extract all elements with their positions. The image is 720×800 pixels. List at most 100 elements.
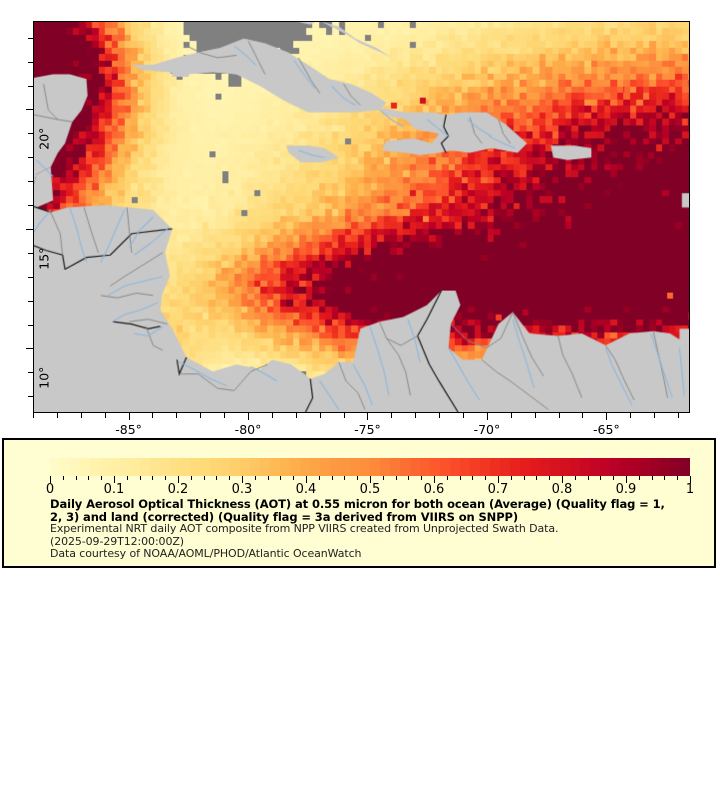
colorbar-tick — [511, 476, 512, 480]
map-figure: -85° -80° -75° -70° -65° 20° 15° 10° — [26, 21, 690, 437]
colorbar-tick — [242, 476, 243, 483]
y-tick — [28, 372, 33, 374]
colorbar-tick — [319, 476, 320, 480]
colorbar-tick — [485, 476, 486, 480]
y-tick-label: 20° — [36, 128, 52, 151]
legend-text-block: Daily Aerosol Optical Thickness (AOT) at… — [50, 498, 698, 561]
colorbar-tick — [626, 476, 627, 483]
y-tick — [28, 252, 33, 254]
legend-subtitle-line-3: Data courtesy of NOAA/AOML/PHOD/Atlantic… — [50, 547, 362, 560]
colorbar-tick — [178, 476, 179, 483]
y-tick — [28, 133, 33, 135]
colorbar-tick — [204, 476, 205, 480]
x-tick — [678, 413, 680, 418]
legend-title-line-1: Daily Aerosol Optical Thickness (AOT) at… — [50, 497, 665, 511]
x-tick — [391, 413, 393, 418]
y-tick — [28, 37, 33, 39]
colorbar-tick — [344, 476, 345, 480]
colorbar-tick — [677, 476, 678, 480]
y-tick — [28, 205, 33, 207]
x-tick — [80, 413, 82, 418]
colorbar-tick — [140, 476, 141, 480]
x-tick — [248, 413, 250, 420]
x-tick — [271, 413, 273, 418]
colorbar-tick — [639, 476, 640, 480]
colorbar-tick — [50, 476, 51, 483]
colorbar-tick — [76, 476, 77, 480]
colorbar-tick — [101, 476, 102, 480]
y-tick — [28, 181, 33, 183]
colorbar-tick-label: 0.2 — [167, 482, 189, 497]
colorbar-tick — [293, 476, 294, 480]
x-tick — [558, 413, 560, 418]
x-tick — [654, 413, 656, 418]
colorbar-tick-label: 0.8 — [551, 482, 573, 497]
x-tick — [463, 413, 465, 418]
x-tick — [606, 413, 608, 420]
colorbar-tick — [332, 476, 333, 480]
x-tick — [128, 413, 130, 420]
colorbar-tick — [88, 476, 89, 480]
colorbar-tick — [575, 476, 576, 480]
colorbar[interactable] — [50, 458, 690, 476]
x-tick-label: -85° — [115, 422, 142, 437]
x-tick — [534, 413, 536, 418]
colorbar-gradient — [50, 458, 690, 476]
y-tick — [28, 396, 33, 398]
colorbar-tick — [255, 476, 256, 480]
colorbar-tick — [191, 476, 192, 480]
colorbar-tick — [370, 476, 371, 483]
x-tick — [200, 413, 202, 418]
y-tick — [28, 324, 33, 326]
x-tick — [630, 413, 632, 418]
colorbar-tick — [63, 476, 64, 480]
y-tick — [28, 61, 33, 63]
colorbar-tick — [472, 476, 473, 480]
x-tick — [104, 413, 106, 418]
y-tick — [28, 276, 33, 278]
x-tick — [33, 413, 34, 418]
colorbar-tick — [460, 476, 461, 480]
colorbar-tick — [588, 476, 589, 480]
colorbar-tick-label: 0.7 — [487, 482, 509, 497]
x-tick — [582, 413, 584, 418]
x-tick — [343, 413, 345, 418]
y-tick-label: 15° — [36, 247, 52, 270]
colorbar-tick-label: 0.3 — [231, 482, 253, 497]
colorbar-tick — [383, 476, 384, 480]
colorbar-tick — [280, 476, 281, 480]
colorbar-tick — [306, 476, 307, 483]
colorbar-tick — [165, 476, 166, 480]
map-plot-area[interactable] — [33, 21, 690, 413]
legend-subtitle-line-1: Experimental NRT daily AOT composite fro… — [50, 522, 559, 535]
colorbar-tick — [562, 476, 563, 483]
colorbar-tick — [664, 476, 665, 480]
colorbar-tick — [357, 476, 358, 480]
colorbar-tick — [421, 476, 422, 480]
colorbar-tick — [408, 476, 409, 480]
x-tick — [510, 413, 512, 418]
colorbar-tick — [498, 476, 499, 483]
y-tick — [28, 157, 33, 159]
colorbar-tick-label: 0 — [45, 482, 55, 497]
legend-panel: 0 0.1 0.2 0.3 0.4 0.5 0.6 0.7 0.8 0.9 1 Daily Aero… — [2, 438, 716, 568]
colorbar-tick — [536, 476, 537, 480]
colorbar-tick — [613, 476, 614, 480]
colorbar-tick — [396, 476, 397, 480]
colorbar-tick-labels: 0 0.1 0.2 0.3 0.4 0.5 0.6 0.7 0.8 0.9 1 — [46, 482, 694, 498]
x-tick — [439, 413, 441, 418]
y-tick — [28, 300, 33, 302]
colorbar-tick — [690, 476, 691, 483]
colorbar-tick — [524, 476, 525, 480]
x-tick — [56, 413, 58, 418]
x-tick-label: -75° — [354, 422, 381, 437]
x-tick — [295, 413, 297, 418]
colorbar-tick — [600, 476, 601, 480]
colorbar-tick — [268, 476, 269, 480]
colorbar-tick — [152, 476, 153, 480]
legend-subtitle-line-2: (2025-09-29T12:00:00Z) — [50, 534, 184, 548]
x-tick — [319, 413, 321, 418]
colorbar-tick — [114, 476, 115, 483]
colorbar-tick-label: 0.5 — [359, 482, 381, 497]
